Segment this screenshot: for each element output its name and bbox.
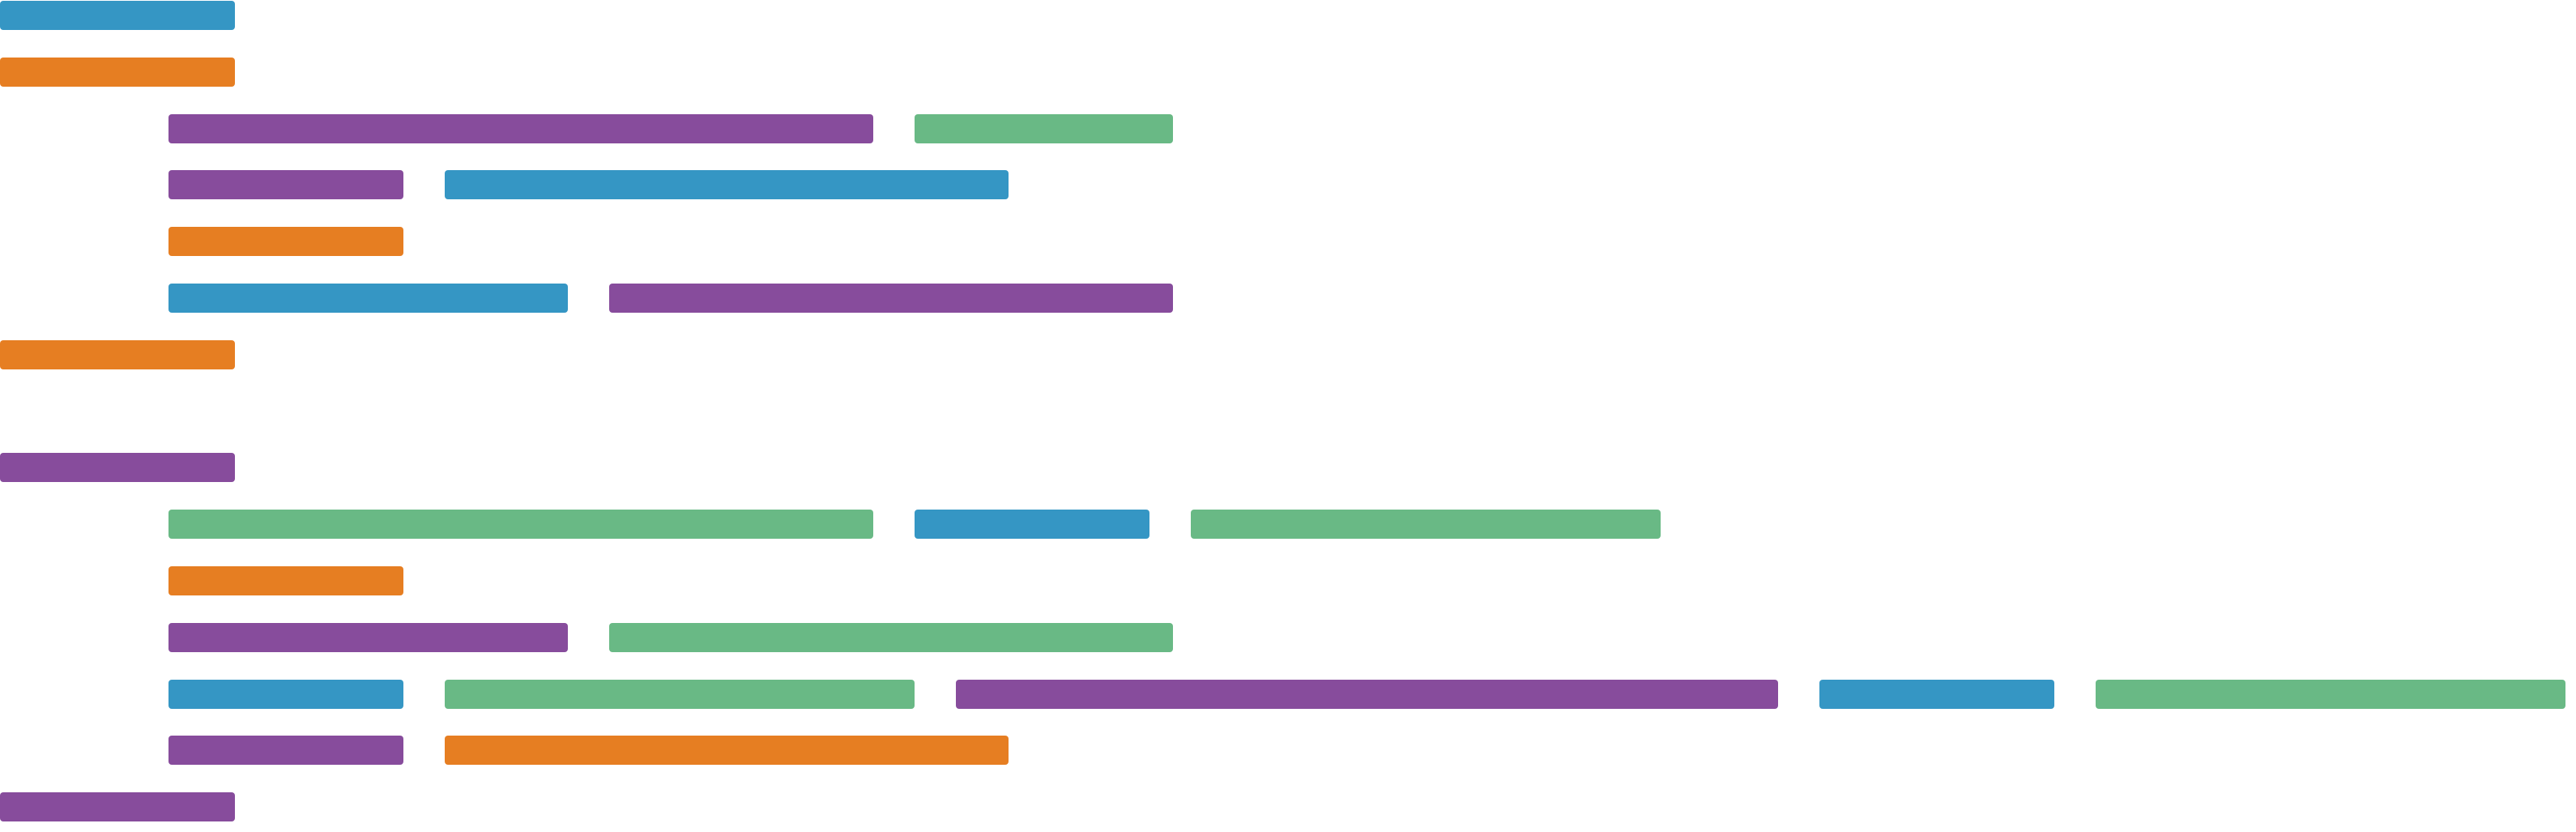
code-line	[0, 339, 2576, 369]
code-token-bar	[0, 1, 235, 30]
code-token-bar	[168, 679, 403, 709]
code-token-bar	[168, 227, 403, 257]
code-token-bar	[445, 170, 1009, 200]
code-token-bar	[0, 453, 235, 483]
code-token-bar	[2096, 679, 2565, 709]
code-token-bar	[445, 679, 915, 709]
code-line	[0, 736, 2576, 766]
code-line	[0, 57, 2576, 87]
code-line	[0, 792, 2576, 822]
code-token-bar	[168, 566, 403, 595]
code-token-bar	[168, 113, 873, 143]
code-line	[0, 453, 2576, 483]
code-token-bar	[915, 510, 1149, 540]
code-line	[0, 170, 2576, 200]
code-token-bar	[1819, 679, 2054, 709]
code-line	[0, 566, 2576, 595]
code-line	[0, 397, 2576, 426]
code-line	[0, 284, 2576, 313]
code-line	[0, 1, 2576, 30]
code-token-bar	[609, 284, 1173, 313]
code-token-bar	[0, 792, 235, 822]
code-line	[0, 113, 2576, 143]
code-token-bar	[168, 622, 568, 652]
code-line	[0, 510, 2576, 540]
code-line	[0, 227, 2576, 257]
code-token-bar	[168, 736, 403, 766]
code-token-bar	[0, 339, 235, 369]
code-token-bar	[0, 57, 235, 87]
code-token-bar	[445, 736, 1009, 766]
code-line	[0, 679, 2576, 709]
code-token-bar	[168, 170, 403, 200]
code-token-bar	[915, 113, 1173, 143]
code-token-bar	[168, 510, 873, 540]
code-token-bar	[1191, 510, 1661, 540]
code-token-bar	[609, 622, 1173, 652]
code-token-bar	[956, 679, 1778, 709]
code-token-bar	[168, 284, 568, 313]
code-line	[0, 622, 2576, 652]
